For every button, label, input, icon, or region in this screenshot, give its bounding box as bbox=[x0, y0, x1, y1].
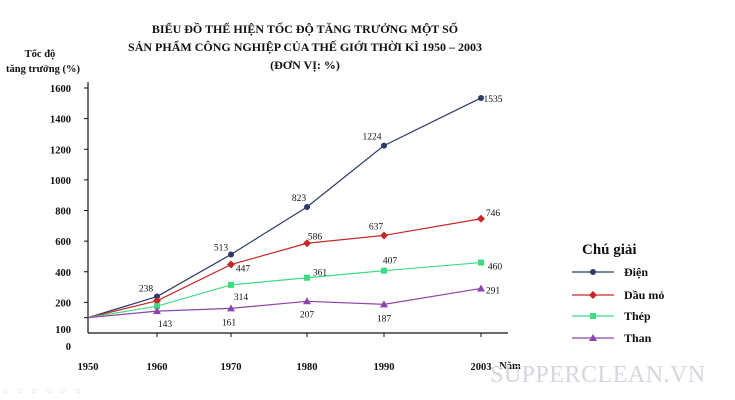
data-label: 460 bbox=[488, 263, 503, 273]
y-tick-label: 600 bbox=[55, 237, 71, 248]
data-label: 586 bbox=[308, 232, 323, 242]
series-line-1 bbox=[87, 218, 482, 319]
data-label: 637 bbox=[369, 222, 384, 232]
data-point bbox=[154, 293, 160, 300]
data-label: 407 bbox=[383, 257, 398, 267]
data-point bbox=[381, 267, 387, 274]
data-point bbox=[478, 94, 484, 101]
y-tick-label: 1400 bbox=[50, 115, 71, 126]
y-tick-labels: 0 100 200 400 600 800 1000 1200 1400 1600 bbox=[50, 84, 88, 353]
data-point bbox=[380, 300, 388, 308]
data-point bbox=[153, 296, 161, 305]
legend-item-label: Than bbox=[624, 331, 652, 345]
y-tick-label: 200 bbox=[55, 298, 71, 309]
legend-item-label: Dầu mỏ bbox=[624, 288, 664, 302]
data-label: 314 bbox=[234, 293, 249, 303]
data-point bbox=[380, 231, 388, 240]
y-tick-label: 1200 bbox=[50, 145, 71, 156]
data-point bbox=[227, 260, 235, 269]
data-label: 291 bbox=[486, 286, 501, 296]
data-labels: 238 513 823 1224 1535 447 586 637 746 314 361 407 46… bbox=[139, 95, 503, 330]
y-tick-label: 800 bbox=[55, 207, 71, 218]
chart-title-line: (ĐƠN VỊ: %) bbox=[270, 58, 340, 72]
data-point bbox=[227, 304, 235, 312]
data-point bbox=[228, 281, 234, 288]
x-tick-label: 1980 bbox=[297, 362, 318, 373]
chart-title-line: BIỂU ĐỒ THỂ HIỆN TỐC ĐỘ TĂNG TRƯỞNG MỘT … bbox=[152, 21, 458, 36]
legend-title: Chú giải bbox=[582, 242, 637, 258]
data-point bbox=[304, 203, 310, 210]
legend-item-label: Điện bbox=[624, 265, 648, 279]
data-point bbox=[477, 214, 485, 223]
data-label: 238 bbox=[139, 285, 154, 295]
data-label: 207 bbox=[300, 310, 315, 320]
axes bbox=[87, 82, 508, 334]
chart-title-line: SẢN PHẨM CÔNG NGHIỆP CỦA THẾ GIỚI THỜI K… bbox=[128, 39, 482, 54]
legend-marker bbox=[589, 291, 597, 299]
data-point bbox=[154, 303, 160, 310]
y-axis-title-line: Tốc độ bbox=[25, 49, 56, 60]
data-label: 143 bbox=[158, 320, 173, 330]
y-tick-label: 1600 bbox=[50, 84, 71, 95]
data-point bbox=[381, 142, 387, 149]
data-label: 823 bbox=[292, 194, 307, 204]
x-axis-title: Năm bbox=[499, 361, 521, 372]
data-point bbox=[153, 307, 161, 315]
data-point bbox=[303, 239, 311, 248]
legend: Chú giải Điện Dầu mỏ Thép Than bbox=[572, 242, 664, 345]
y-axis-title: Tốc độ tăng trưởng (%) bbox=[6, 49, 80, 75]
data-point bbox=[477, 284, 485, 292]
series-line-2 bbox=[87, 261, 482, 319]
data-label: 513 bbox=[214, 243, 229, 253]
data-label: 161 bbox=[222, 318, 237, 328]
series-line-0 bbox=[87, 97, 482, 319]
x-tick-label: 1950 bbox=[78, 362, 99, 373]
data-point bbox=[478, 259, 484, 266]
data-point bbox=[303, 297, 311, 305]
y-tick-label: 0 bbox=[66, 342, 71, 353]
x-tick-labels: 1950 1960 1970 1980 1990 2003 Năm bbox=[78, 333, 521, 373]
x-tick-label: 1960 bbox=[147, 362, 168, 373]
y-tick-label: 1000 bbox=[50, 176, 71, 187]
legend-marker bbox=[589, 334, 597, 341]
y-tick-label: 100 bbox=[55, 325, 71, 336]
data-label: 1224 bbox=[363, 133, 382, 143]
series-line-3 bbox=[87, 287, 482, 319]
x-tick-label: 1970 bbox=[221, 362, 242, 373]
x-tick-label: 2003 bbox=[471, 362, 492, 373]
data-label: 1535 bbox=[484, 95, 503, 105]
y-axis-title-line: tăng trưởng (%) bbox=[6, 64, 80, 75]
data-point bbox=[228, 251, 234, 258]
data-label: 361 bbox=[313, 269, 328, 279]
data-label: 187 bbox=[377, 314, 392, 324]
chart-title: BIỂU ĐỒ THỂ HIỆN TỐC ĐỘ TĂNG TRƯỞNG MỘT … bbox=[128, 21, 482, 72]
legend-marker bbox=[590, 313, 596, 319]
data-point bbox=[304, 274, 310, 281]
x-tick-label: 1990 bbox=[374, 362, 395, 373]
series bbox=[87, 94, 485, 319]
watermark: SUPPERCLEAN.VN bbox=[490, 362, 706, 388]
data-label: 447 bbox=[236, 265, 251, 275]
legend-marker bbox=[590, 269, 596, 275]
data-label: 746 bbox=[486, 209, 501, 219]
y-tick-label: 400 bbox=[55, 268, 71, 279]
faint-icons: ○ ○ ○ ○ ○ ○ bbox=[2, 386, 84, 397]
legend-item-label: Thép bbox=[624, 309, 651, 323]
